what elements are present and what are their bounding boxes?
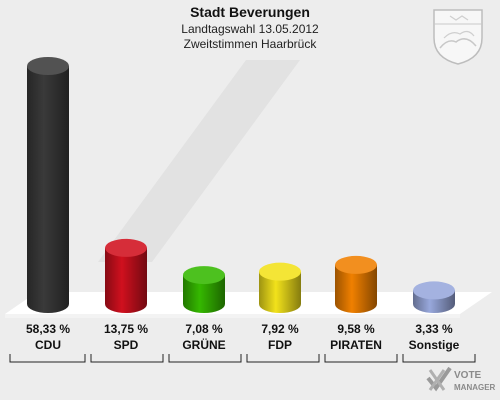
bar-grüne bbox=[183, 266, 225, 313]
value-label: 3,33 % bbox=[415, 322, 453, 336]
value-label: 9,58 % bbox=[337, 322, 375, 336]
chart-subtitle-district: Zweitstimmen Haarbrück bbox=[183, 37, 317, 51]
bar-spd bbox=[105, 238, 147, 313]
coat-of-arms-icon bbox=[433, 9, 483, 65]
category-label: Sonstige bbox=[409, 338, 460, 352]
bar-top bbox=[105, 238, 147, 257]
bar-piraten bbox=[335, 255, 377, 313]
background-stripe bbox=[98, 60, 300, 262]
bar-top bbox=[259, 262, 301, 281]
bar-fdp bbox=[259, 262, 301, 313]
category-label: SPD bbox=[114, 338, 139, 352]
bar-body bbox=[27, 66, 69, 313]
bar-cdu bbox=[27, 57, 69, 313]
bar-sonstige bbox=[413, 281, 455, 313]
bar-top bbox=[183, 266, 225, 285]
bar-body bbox=[259, 271, 301, 313]
category-bracket bbox=[9, 354, 86, 363]
category-label: PIRATEN bbox=[330, 338, 382, 352]
watermark-line2: MANAGER bbox=[454, 383, 496, 392]
category-bracket bbox=[246, 354, 320, 363]
bar-body bbox=[105, 247, 147, 313]
watermark-line1: VOTE bbox=[454, 370, 482, 381]
value-label: 7,08 % bbox=[185, 322, 223, 336]
category-label: FDP bbox=[268, 338, 292, 352]
vote-manager-check-icon bbox=[426, 366, 452, 392]
chart-floor-edge bbox=[5, 314, 460, 318]
bar-body bbox=[335, 264, 377, 313]
category-label: GRÜNE bbox=[182, 337, 225, 352]
value-label: 13,75 % bbox=[104, 322, 148, 336]
chart-background bbox=[5, 60, 492, 318]
value-label: 7,92 % bbox=[261, 322, 299, 336]
bar-top bbox=[413, 281, 455, 300]
chart-labels: 58,33 % CDU 13,75 % SPD 7,08 %GRÜNE 7,92 % FDP… bbox=[9, 322, 476, 363]
category-bracket bbox=[168, 354, 242, 363]
category-bracket bbox=[402, 354, 476, 363]
vote-manager-logo: VOTE MANAGER bbox=[426, 366, 496, 392]
bar-top bbox=[27, 57, 69, 75]
category-bracket bbox=[90, 354, 164, 363]
category-label: CDU bbox=[35, 338, 61, 352]
bar-body bbox=[183, 275, 225, 313]
chart-title: Stadt Beverungen bbox=[190, 4, 310, 20]
chart-subtitle-election: Landtagswahl 13.05.2012 bbox=[181, 22, 319, 36]
value-label: 58,33 % bbox=[26, 322, 70, 336]
chart-bars bbox=[27, 57, 455, 313]
category-bracket bbox=[324, 354, 398, 363]
bar-top bbox=[335, 255, 377, 274]
